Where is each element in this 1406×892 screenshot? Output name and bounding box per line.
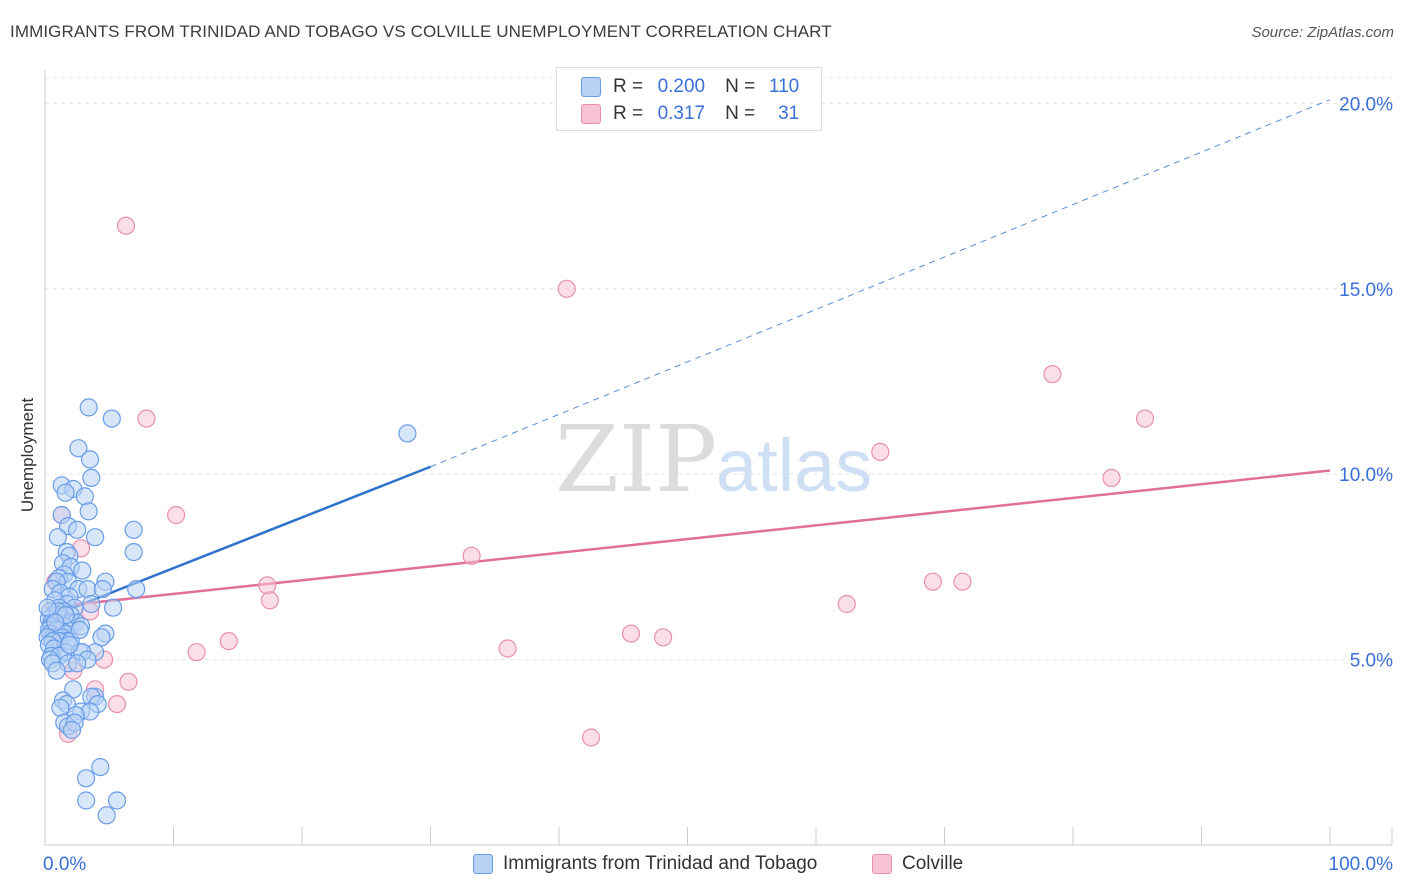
trend-line-trinidad-extension	[430, 99, 1331, 468]
point-colville	[167, 505, 186, 525]
axes	[44, 70, 1393, 846]
gridlines	[45, 77, 1395, 661]
blue-swatch-icon	[581, 77, 601, 97]
y-tick-label: 10.0%	[1339, 465, 1393, 486]
pink-swatch-icon	[872, 854, 892, 874]
watermark-zip: ZIP	[555, 406, 717, 513]
point-trinidad	[76, 791, 96, 810]
n-label: N =	[725, 103, 756, 124]
y-tick-label: 20.0%	[1339, 94, 1393, 115]
n-label: N =	[725, 76, 756, 97]
point-trinidad	[82, 594, 101, 614]
pink-swatch-icon	[581, 104, 601, 124]
r-label: R =	[613, 76, 644, 97]
point-trinidad	[398, 424, 417, 443]
x-tick-label: 0.0%	[43, 854, 86, 875]
point-colville	[871, 442, 890, 461]
point-trinidad	[76, 769, 96, 788]
point-colville	[258, 576, 277, 595]
r-value: 0.317	[657, 103, 706, 124]
point-colville	[116, 216, 136, 235]
point-colville	[1102, 468, 1121, 487]
point-colville	[581, 728, 601, 747]
point-colville	[653, 628, 673, 647]
point-colville	[107, 694, 127, 714]
point-colville	[219, 631, 238, 651]
point-trinidad	[70, 620, 89, 640]
point-colville	[621, 624, 641, 643]
watermark: ZIP atlas	[555, 406, 872, 513]
n-value: 110	[768, 76, 800, 97]
point-colville	[260, 591, 279, 610]
point-colville	[187, 643, 206, 662]
point-trinidad	[47, 661, 66, 680]
r-value: 0.200	[657, 76, 706, 97]
legend-item-trinidad: Immigrants from Trinidad and Tobago	[473, 852, 817, 876]
point-colville	[837, 594, 856, 614]
blue-swatch-icon	[473, 854, 493, 874]
point-colville	[462, 546, 481, 565]
point-trinidad	[79, 398, 98, 417]
point-trinidad	[48, 528, 68, 547]
point-colville	[1135, 409, 1155, 428]
point-trinidad	[62, 720, 82, 740]
point-colville	[923, 572, 943, 591]
point-trinidad	[56, 483, 75, 502]
point-trinidad	[82, 468, 101, 487]
point-trinidad	[38, 598, 57, 617]
n-value: 31	[778, 103, 800, 124]
point-trinidad	[93, 579, 112, 599]
point-trinidad	[103, 598, 123, 617]
point-colville	[498, 639, 517, 658]
point-trinidad	[80, 450, 100, 469]
chart-title: IMMIGRANTS FROM TRINIDAD AND TOBAGO VS C…	[10, 22, 832, 41]
point-trinidad	[127, 579, 146, 599]
point-trinidad	[67, 654, 87, 673]
point-trinidad	[91, 757, 110, 777]
point-colville	[1043, 365, 1062, 384]
legend-label-colville: Colville	[902, 853, 964, 874]
r-label: R =	[613, 103, 644, 124]
legend-item-colville: Colville	[872, 852, 963, 876]
y-tick-label: 15.0%	[1339, 280, 1393, 301]
watermark-atlas: atlas	[716, 424, 872, 507]
point-trinidad	[124, 542, 143, 562]
data-points	[38, 216, 1155, 825]
point-trinidad	[46, 613, 65, 632]
tick-labels: 5.0% 10.0% 15.0% 20.0% 0.0% 100.0%	[43, 94, 1393, 875]
point-trinidad	[69, 439, 88, 458]
point-colville	[557, 279, 576, 298]
point-trinidad	[124, 520, 143, 539]
point-trinidad	[102, 409, 121, 428]
point-colville	[137, 409, 156, 428]
point-trinidad	[97, 806, 116, 825]
legend-label-trinidad: Immigrants from Trinidad and Tobago	[503, 853, 818, 874]
point-trinidad	[60, 635, 79, 654]
point-trinidad	[79, 502, 98, 521]
stats-legend-row-blue: R = 0.200 N = 110	[581, 75, 799, 99]
point-trinidad	[85, 528, 105, 547]
point-trinidad	[73, 561, 92, 580]
point-trinidad	[78, 579, 97, 599]
point-trinidad	[75, 487, 94, 506]
trend-lines	[44, 99, 1331, 620]
point-trinidad	[107, 791, 127, 810]
chart-source: Source: ZipAtlas.com	[1251, 24, 1394, 41]
point-colville	[953, 572, 972, 591]
x-tick-label: 100.0%	[1329, 854, 1394, 875]
point-colville	[119, 672, 138, 691]
stats-legend: R = 0.200 N = 110 R = 0.317 N = 31	[556, 67, 822, 131]
stats-legend-row-pink: R = 0.317 N = 31	[581, 102, 799, 126]
y-tick-label: 5.0%	[1350, 651, 1393, 672]
point-trinidad	[67, 520, 87, 539]
